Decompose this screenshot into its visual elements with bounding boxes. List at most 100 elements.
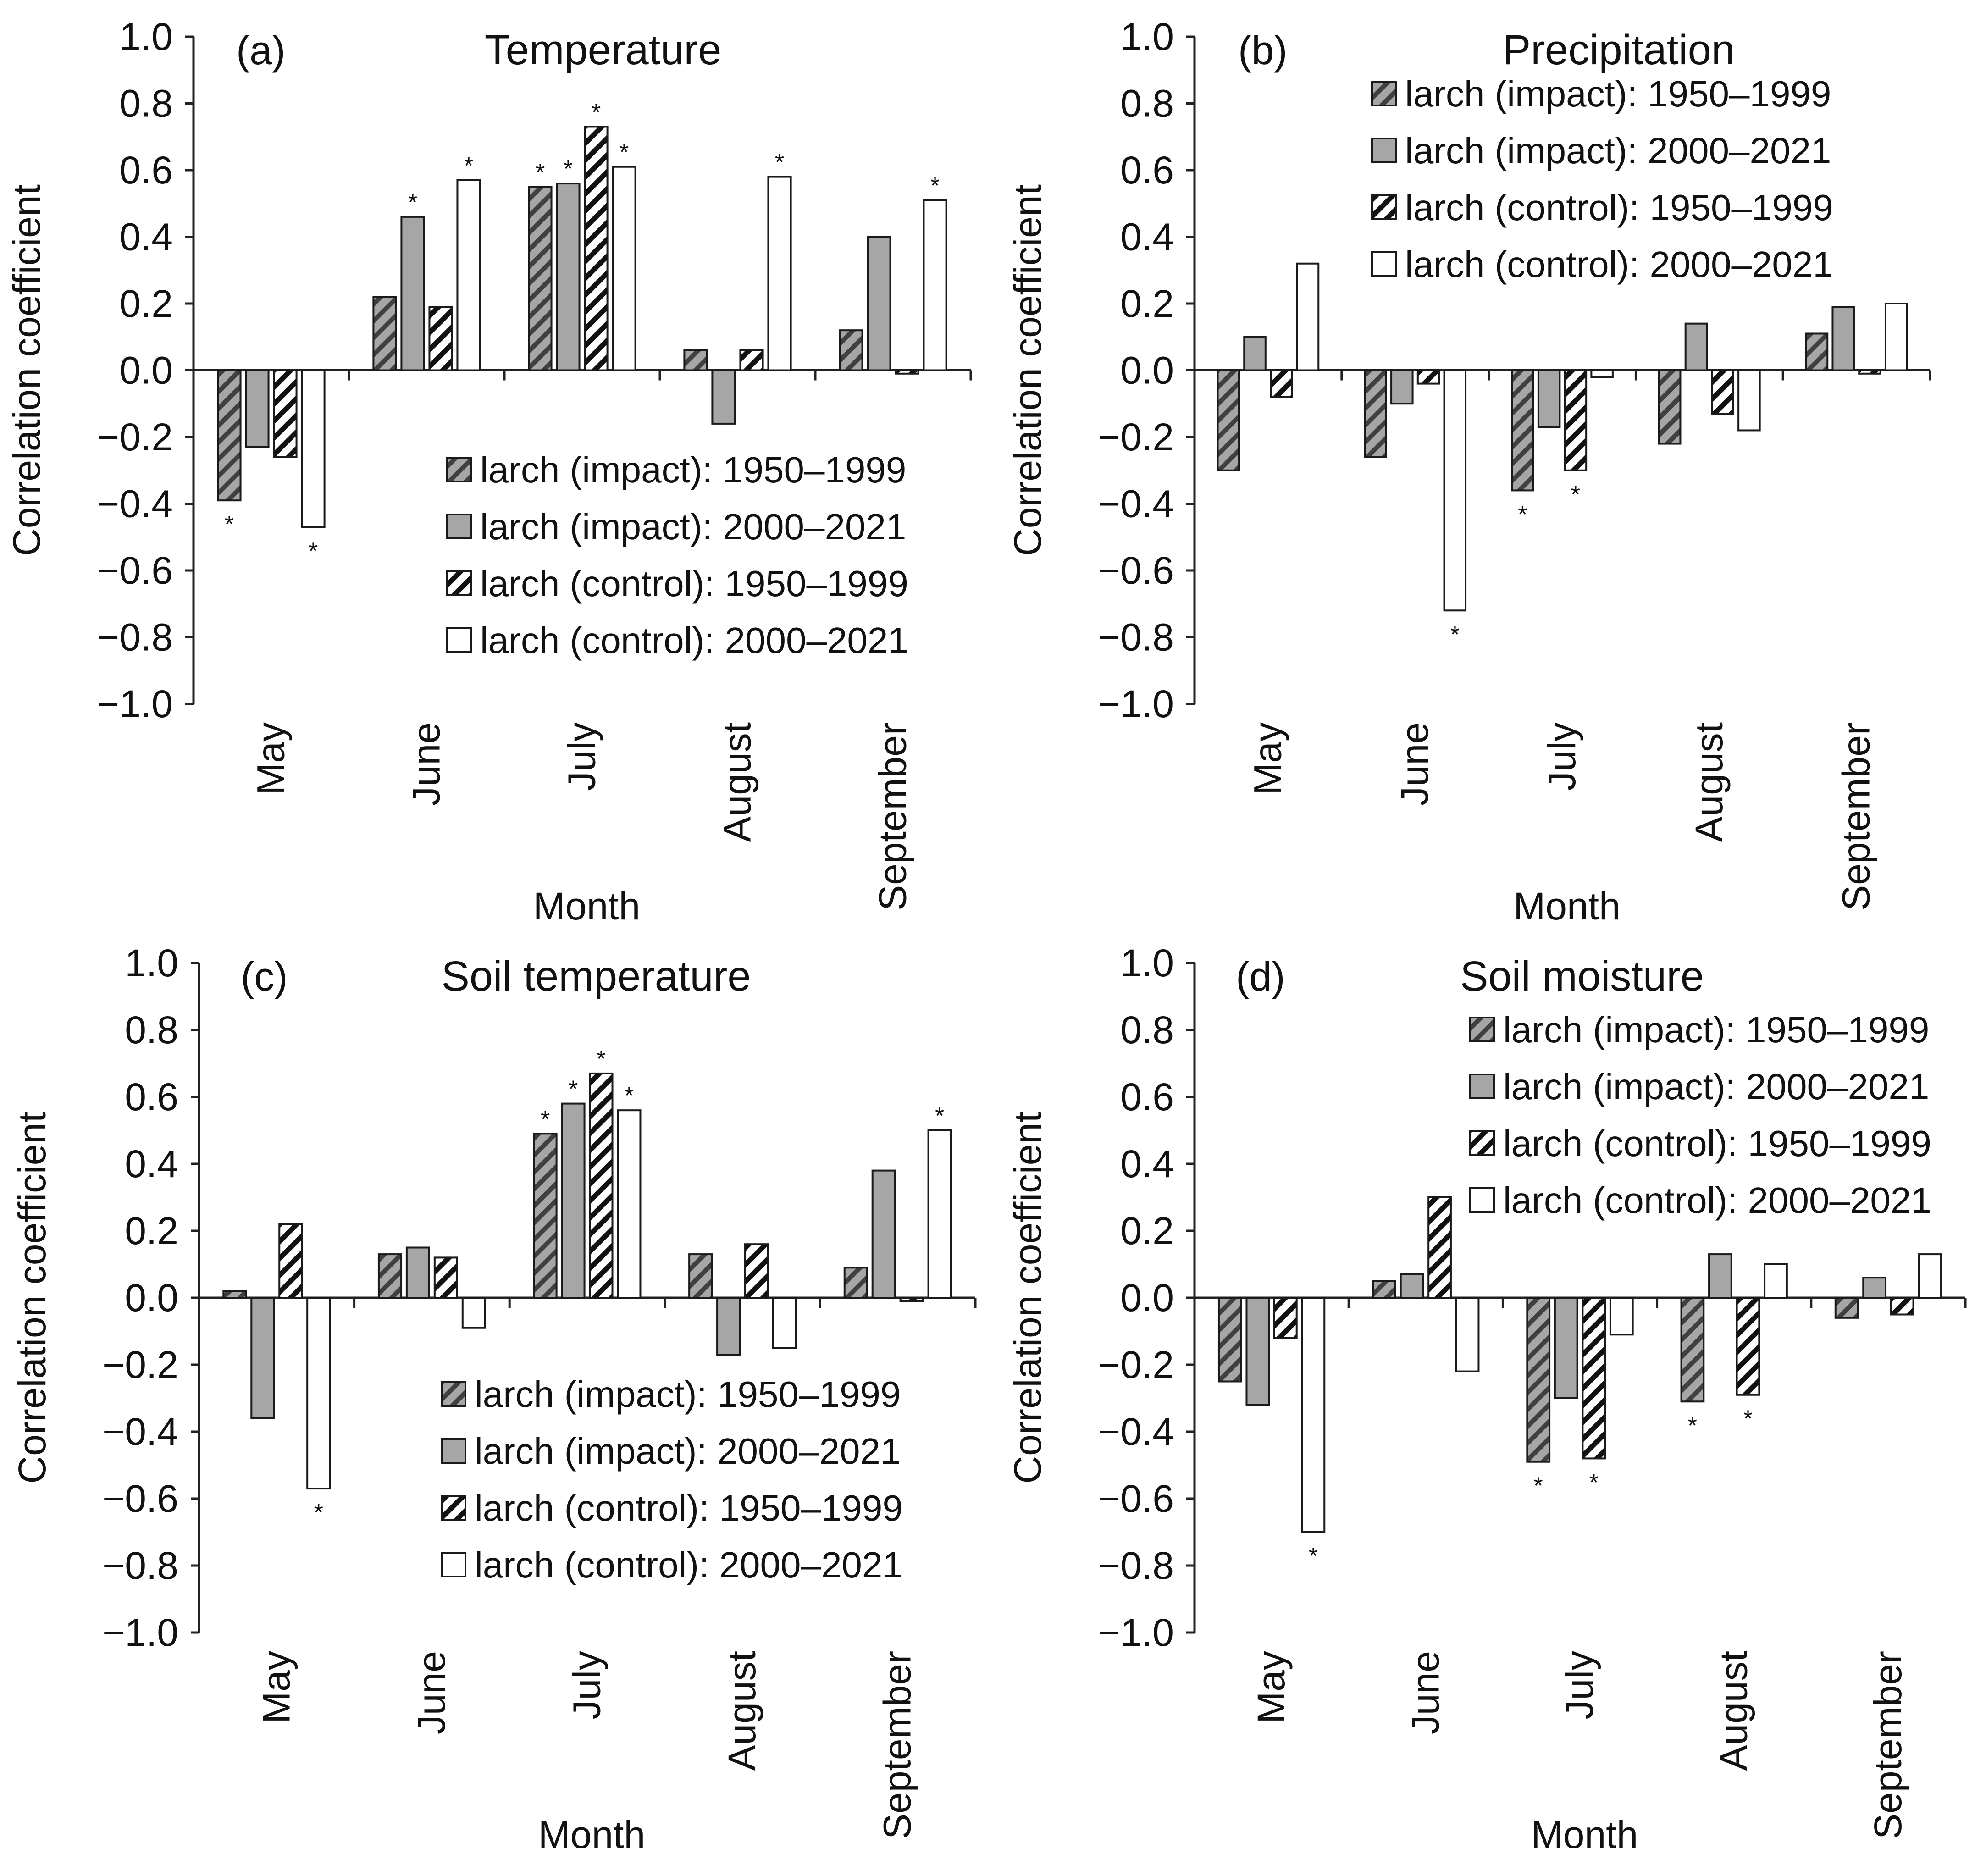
month-label: August [1687,722,1731,842]
legend-swatch [1469,1017,1495,1042]
bar-september-series-4 [923,199,947,371]
bar-july-series-2 [556,183,581,371]
y-tick-label: 0.4 [119,216,173,259]
bar-july-series-4 [617,1109,642,1299]
legend: larch (impact): 1950–1999 larch (impact):… [446,449,908,661]
y-tick-label: 0.6 [125,1075,178,1118]
bar-june-series-3 [1427,1196,1452,1299]
y-tick-label: 0.2 [125,1209,178,1252]
y-tick-label: 1.0 [1120,941,1174,985]
legend-label: larch (control): 1950–1999 [1503,1123,1931,1164]
month-label: July [560,722,603,791]
bar-august-series-2 [1684,322,1708,371]
bar-may-series-2 [245,369,270,448]
significance-marker: * [625,1083,634,1109]
month-label: August [716,722,759,842]
y-tick-label: 0.2 [1120,1209,1174,1252]
bar-may-series-4 [301,369,326,528]
y-axis-title: Correlation coefficient [11,1112,54,1484]
y-tick-label: −0.2 [1098,415,1174,459]
bar-june-series-2 [400,216,425,371]
legend-label: larch (control): 2000–2021 [1503,1180,1931,1221]
y-tick-label: 0.4 [1120,216,1174,259]
bar-august-series-4 [772,1297,797,1349]
y-tick-label: −0.6 [102,1477,178,1520]
bar-may-series-1 [1217,1297,1242,1383]
bar-may-series-3 [1273,1297,1298,1339]
legend-label: larch (impact): 1950–1999 [475,1374,901,1415]
significance-marker: * [569,1076,578,1103]
bar-july-series-1 [1511,369,1534,492]
legend-swatch [441,1495,466,1521]
y-tick-label: −1.0 [1098,682,1174,725]
bar-june-series-1 [372,296,397,371]
bar-may-series-1 [1217,369,1240,471]
bar-july-series-3 [584,126,609,371]
significance-marker: * [541,1106,550,1133]
legend-swatch [441,1552,466,1577]
significance-marker: * [225,511,234,538]
month-label: September [1866,1651,1909,1839]
bar-june-series-1 [1372,1280,1396,1299]
y-tick-label: −1.0 [97,682,173,725]
month-label: August [1712,1651,1755,1771]
legend: larch (impact): 1950–1999 larch (impact):… [1469,1009,1931,1221]
y-tick-label: 1.0 [1120,15,1174,58]
significance-marker: * [597,1046,606,1073]
bar-august-series-2 [711,369,736,425]
legend-swatch [446,514,472,539]
y-tick-label: 0.0 [1120,1276,1174,1319]
y-tick-label: 0.6 [119,149,173,192]
significance-marker: * [1450,621,1460,648]
y-tick-label: 0.6 [1120,149,1174,192]
legend-swatch [441,1381,466,1407]
y-tick-label: −0.6 [1098,1477,1174,1520]
bar-september-series-2 [867,236,891,371]
y-tick-label: 0.8 [1120,1008,1174,1051]
y-tick-label: −0.2 [102,1343,178,1386]
bar-august-series-4 [1764,1263,1788,1299]
significance-marker: * [592,99,601,126]
bar-june-series-1 [1364,369,1387,458]
legend-label: larch (impact): 2000–2021 [1503,1066,1929,1107]
y-tick-label: 1.0 [125,941,178,985]
significance-marker: * [1309,1543,1318,1570]
y-tick-label: −1.0 [102,1611,178,1654]
bar-june-series-2 [1390,369,1414,405]
y-tick-label: −0.4 [97,482,173,526]
bar-may-series-4 [1301,1297,1326,1533]
month-label: July [1558,1651,1601,1719]
x-axis-title: Month [1513,885,1620,928]
bar-july-series-4 [1609,1297,1634,1336]
legend-swatch [1371,251,1397,277]
month-label: September [871,722,914,911]
bar-may-series-3 [1270,369,1293,398]
panel-letter: (d) [1236,954,1285,999]
significance-marker: * [464,153,473,179]
y-tick-label: −0.8 [1098,1544,1174,1587]
legend-swatch [1469,1074,1495,1099]
legend-label: larch (control): 2000–2021 [480,620,908,661]
legend-swatch [446,570,472,596]
significance-marker: * [536,159,545,186]
bar-may-series-3 [278,1223,303,1299]
panel-letter: (b) [1238,28,1288,73]
legend-label: larch (impact): 1950–1999 [1503,1009,1929,1050]
legend-label: larch (control): 1950–1999 [1405,187,1833,228]
bar-september-series-4 [927,1129,952,1299]
bar-june-series-3 [1416,369,1440,385]
panel-letter: (a) [236,28,286,73]
month-label: September [1835,722,1878,911]
bar-september-series-1 [839,329,863,371]
month-label: June [410,1651,453,1734]
bar-july-series-4 [1590,369,1614,378]
panel-title: Precipitation [1503,27,1735,73]
bar-august-series-3 [1711,369,1734,415]
y-tick-label: 0.6 [1120,1075,1174,1118]
y-tick-label: 0.2 [1120,282,1174,325]
y-axis-title: Correlation coefficient [5,184,48,556]
y-tick-label: 0.4 [125,1142,178,1185]
month-label: June [405,722,448,806]
legend-label: larch (impact): 1950–1999 [1405,73,1831,114]
